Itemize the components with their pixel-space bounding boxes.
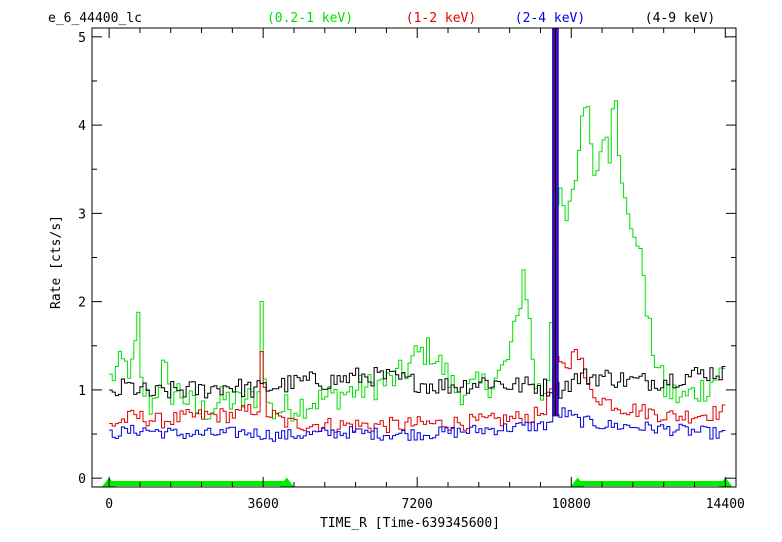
legend-entry-3: (4-9 keV) xyxy=(645,11,715,26)
x-tick-label-1: 3600 xyxy=(248,497,279,512)
y-tick-label-0: 0 xyxy=(78,472,86,487)
gti-marker-start-1 xyxy=(570,477,585,487)
y-tick-label-1: 1 xyxy=(78,384,86,399)
legend-entry-2: (2-4 keV) xyxy=(515,11,585,26)
flare-spike xyxy=(552,28,559,417)
series-line-1 xyxy=(109,349,726,433)
gti-interval-0 xyxy=(109,480,287,486)
legend-entry-0: (0.2-1 keV) xyxy=(267,11,353,26)
series-layer xyxy=(109,100,726,442)
gti-marker-end-0 xyxy=(279,477,294,487)
plot-frame xyxy=(91,27,737,488)
x-axis-label: TIME_R [Time-639345600] xyxy=(320,516,500,531)
x-tick-label-4: 14400 xyxy=(706,497,745,512)
y-tick-label-5: 5 xyxy=(78,31,86,46)
x-tick-label-0: 0 xyxy=(105,497,113,512)
axes: 0 3600 7200 10800 14400 0 1 2 3 4 5 xyxy=(78,27,745,512)
x-tick-label-2: 7200 xyxy=(402,497,433,512)
series-line-0 xyxy=(109,100,726,422)
legend-entry-1: (1-2 keV) xyxy=(406,11,476,26)
y-axis-label: Rate [cts/s] xyxy=(49,215,64,309)
gti-interval-1 xyxy=(577,480,726,486)
chart-title: e_6_44400_lc xyxy=(48,11,142,26)
y-tick-label-4: 4 xyxy=(78,119,86,134)
series-line-3 xyxy=(109,366,726,399)
series-line-2 xyxy=(109,407,726,442)
y-tick-label-2: 2 xyxy=(78,296,86,311)
y-tick-label-3: 3 xyxy=(78,207,86,222)
x-tick-label-3: 10800 xyxy=(552,497,591,512)
